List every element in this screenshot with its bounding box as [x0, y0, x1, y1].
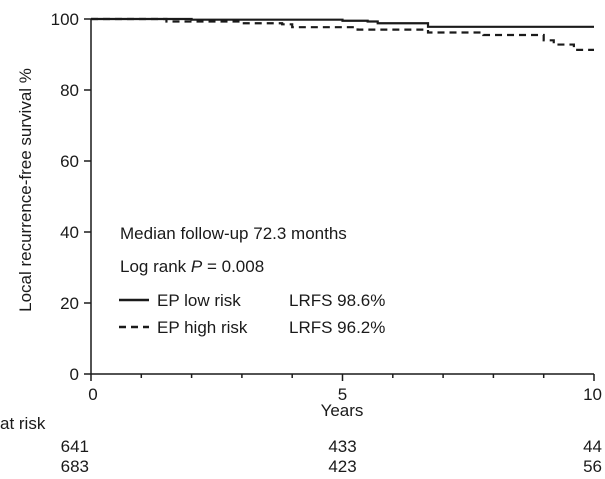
- x-tick-label: 5: [338, 385, 347, 404]
- annotation-follow-up: Median follow-up 72.3 months: [120, 224, 347, 243]
- y-tick-label: 20: [60, 294, 79, 313]
- axes: 0 20 40 60 80 100 0 5 10: [51, 10, 602, 404]
- log-rank-label: Log rank: [120, 257, 191, 276]
- at-risk-table: at risk 641 433 44 683 423 56: [0, 414, 602, 476]
- legend-series-name: EP high risk: [157, 318, 248, 337]
- legend-series-stat: LRFS 96.2%: [289, 318, 385, 337]
- p-symbol: P: [191, 257, 203, 276]
- at-risk-count: 423: [328, 457, 356, 476]
- y-tick-label: 0: [70, 365, 79, 384]
- annotation-log-rank: Log rank P = 0.008: [120, 257, 264, 276]
- at-risk-count: 433: [328, 437, 356, 456]
- y-tick-label: 80: [60, 81, 79, 100]
- at-risk-count: 44: [583, 437, 602, 456]
- x-tick-label: 0: [88, 385, 97, 404]
- x-axis-label: Years: [321, 401, 364, 420]
- y-axis-label: Local recurrence-free survival %: [16, 68, 35, 312]
- legend-series-stat: LRFS 98.6%: [289, 291, 385, 310]
- at-risk-count: 641: [61, 437, 89, 456]
- x-tick-label: 10: [583, 385, 602, 404]
- survival-curves: [91, 17, 594, 51]
- legend-series-name: EP low risk: [157, 291, 241, 310]
- legend: EP low risk LRFS 98.6% EP high risk LRFS 96…: [119, 291, 385, 337]
- at-risk-count: 683: [61, 457, 89, 476]
- at-risk-label: at risk: [0, 414, 46, 433]
- y-tick-label: 40: [60, 223, 79, 242]
- p-value: = 0.008: [202, 257, 264, 276]
- km-curve-low-risk: [91, 17, 594, 28]
- km-curve-high-risk: [91, 17, 594, 51]
- y-tick-label: 60: [60, 152, 79, 171]
- y-tick-label: 100: [51, 10, 79, 29]
- at-risk-count: 56: [583, 457, 602, 476]
